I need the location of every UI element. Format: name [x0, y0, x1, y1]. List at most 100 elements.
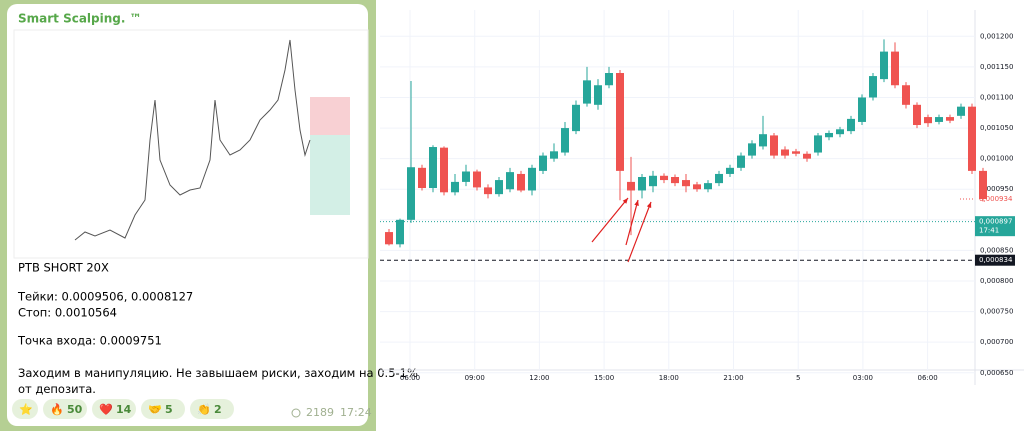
candle-body: [979, 170, 987, 200]
y-tick-label: 0,000850: [980, 246, 1013, 254]
candle-body: [737, 155, 745, 168]
candle-body: [704, 183, 712, 190]
candle-body: [869, 76, 877, 98]
post-text: PTB SHORT 20X Тейки: 0.0009506, 0.0008127…: [17, 261, 418, 396]
candle-body: [715, 173, 723, 184]
x-tick-label: 03:00: [853, 374, 873, 382]
candle-body: [836, 129, 844, 135]
candle-body: [858, 97, 866, 122]
channel-name[interactable]: Smart Scalping. ™: [18, 12, 142, 26]
last-price-label: 0,000934: [979, 195, 1013, 203]
annotation-arrow: [591, 197, 629, 243]
candle-body: [396, 219, 404, 245]
candle-body: [385, 232, 393, 245]
reaction-count: 14: [116, 403, 132, 416]
candle-body: [726, 167, 734, 174]
candle-body: [550, 151, 558, 159]
y-tick-label: 0,000950: [980, 185, 1013, 193]
candle-body: [814, 135, 822, 153]
reaction-emoji: ❤️: [99, 403, 113, 416]
candle-body: [451, 181, 459, 193]
x-tick-label: 09:00: [465, 374, 485, 382]
price-label-box: [975, 216, 1015, 237]
candle-body: [473, 171, 481, 188]
candle-body: [649, 175, 657, 187]
x-tick-label: 06:00: [400, 374, 420, 382]
x-tick-label: 15:00: [594, 374, 614, 382]
candle-body: [594, 85, 602, 105]
candle-body: [506, 172, 514, 190]
x-tick-label: 12:00: [529, 374, 549, 382]
view-count: 2189: [306, 406, 334, 419]
annotation-arrow: [625, 199, 639, 246]
reaction[interactable]: 🤝 5: [141, 399, 185, 419]
candle-body: [462, 171, 470, 182]
candle-body: [660, 175, 668, 181]
y-tick-label: 0,000700: [980, 338, 1013, 346]
candle-body: [429, 147, 437, 189]
arrow-head: [634, 200, 639, 206]
arrow-head: [622, 198, 628, 204]
reaction-emoji: 👏: [197, 403, 211, 416]
candle-body: [605, 73, 613, 86]
candle-body: [440, 147, 448, 193]
candle-body: [946, 117, 954, 121]
annotation-arrow: [627, 201, 652, 263]
candle-body: [583, 80, 591, 104]
x-tick-label: 18:00: [659, 374, 679, 382]
reaction-emoji: ⭐: [19, 403, 33, 416]
candle-body: [418, 167, 426, 189]
candle-body: [407, 167, 415, 220]
y-tick-label: 0,000750: [980, 308, 1013, 316]
reaction-pill: [43, 399, 87, 419]
post-line: Стоп: 0.0010564: [18, 306, 117, 320]
y-tick-label: 0,001200: [980, 32, 1013, 40]
reaction[interactable]: 👏 2: [190, 399, 234, 419]
candle-body: [484, 187, 492, 195]
candle-body: [792, 151, 800, 154]
post-line: PTB SHORT 20X: [18, 261, 109, 275]
x-tick-label: 5: [796, 374, 800, 382]
candle-body: [825, 132, 833, 138]
y-tick-label: 0,001150: [980, 63, 1013, 71]
arrow-head: [646, 202, 652, 208]
reaction-pill: [92, 399, 136, 419]
price-label: 0,000897: [979, 218, 1012, 226]
reaction-emoji: 🔥: [50, 403, 64, 416]
candle-body: [572, 104, 580, 132]
reaction-count: 2: [214, 403, 222, 416]
price-label: 0,000834: [979, 256, 1013, 264]
reaction-pill: [190, 399, 234, 419]
candle-body: [847, 118, 855, 132]
candle-body: [891, 51, 899, 86]
price-label-box: [975, 254, 1015, 266]
candle-body: [495, 180, 503, 195]
candle-body: [902, 85, 910, 105]
post-image[interactable]: [13, 29, 369, 259]
reaction-count: 50: [67, 403, 83, 416]
reaction[interactable]: ❤️ 14: [92, 399, 136, 419]
candle-body: [616, 73, 624, 171]
candle-body: [957, 106, 965, 116]
candle-body: [935, 117, 943, 122]
reactions: ⭐ 🔥 50 ❤️ 14 🤝 5 👏 2 2189 17:24: [12, 399, 372, 419]
take-zone: [310, 135, 350, 215]
candle-body: [880, 51, 888, 80]
post-time: 17:24: [340, 406, 372, 419]
candle-body: [517, 173, 525, 191]
view-icon: [291, 408, 301, 418]
x-tick-label: 21:00: [723, 374, 743, 382]
post-line: Точка входа: 0.0009751: [17, 334, 162, 348]
reaction[interactable]: ⭐: [12, 399, 38, 419]
y-tick-label: 0,000650: [980, 369, 1013, 377]
reaction-pill: [141, 399, 185, 419]
candle-body: [968, 106, 976, 171]
reaction[interactable]: 🔥 50: [43, 399, 87, 419]
candle-body: [627, 181, 635, 191]
post-line: Тейки: 0.0009506, 0.0008127: [17, 290, 193, 304]
price-label-time: 17:41: [979, 227, 999, 235]
candle-body: [671, 177, 679, 184]
candle-body: [561, 128, 569, 153]
trading-chart: 06:00 09:00 12:00 15:00 18:00 21:00 5 03:00 06:0…: [380, 10, 1024, 385]
